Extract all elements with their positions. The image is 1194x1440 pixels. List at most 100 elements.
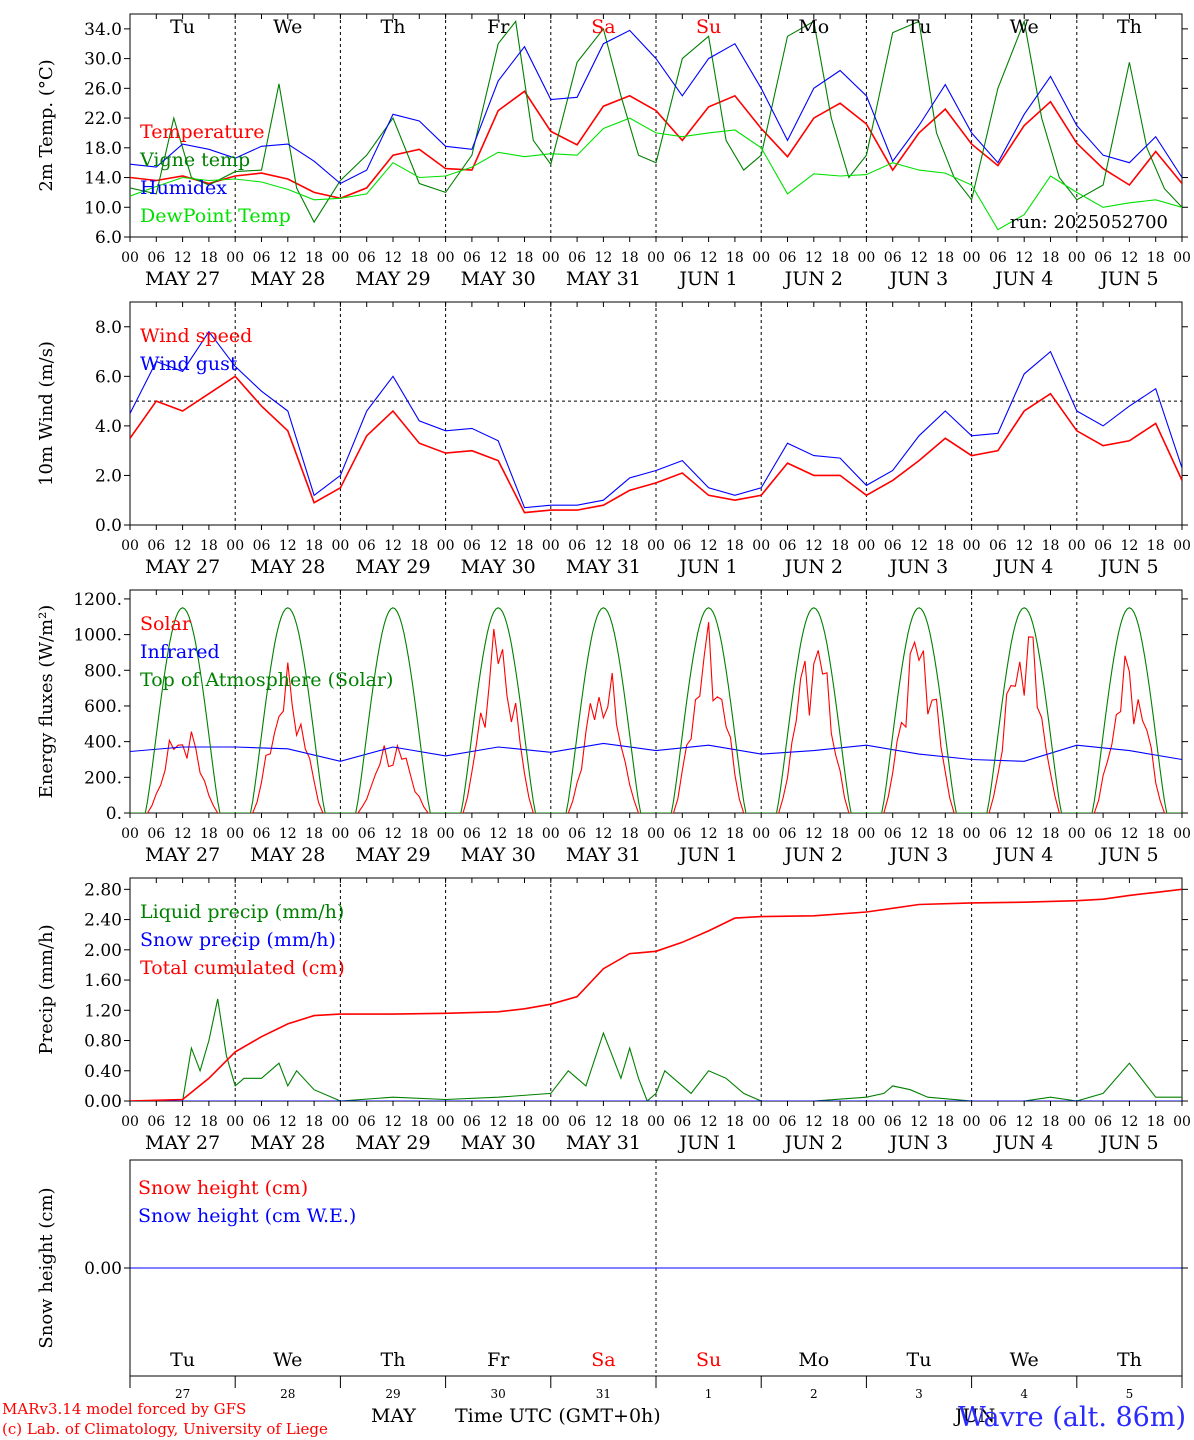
hour-tick-label: 18 bbox=[516, 538, 534, 554]
hour-tick-label: 12 bbox=[489, 826, 507, 842]
weekday-label: Fr bbox=[487, 16, 510, 38]
month-label-jun: JUN bbox=[955, 1405, 996, 1427]
y-tick-label: 6.0 bbox=[95, 367, 122, 387]
hour-tick-label: 06 bbox=[884, 538, 902, 554]
y-axis-label: 10m Wind (m/s) bbox=[36, 341, 57, 486]
hour-tick-label: 12 bbox=[910, 250, 928, 266]
hour-tick-label: 12 bbox=[594, 250, 612, 266]
hour-tick-label: 12 bbox=[700, 250, 718, 266]
hour-tick-label: 06 bbox=[358, 250, 376, 266]
hour-tick-label: 00 bbox=[752, 1114, 770, 1130]
hour-tick-label: 12 bbox=[594, 1114, 612, 1130]
run-label: run: 2025052700 bbox=[1010, 212, 1168, 233]
day-number-label: 2 bbox=[810, 1387, 818, 1401]
legend-entry: Liquid precip (mm/h) bbox=[140, 901, 344, 923]
hour-tick-label: 12 bbox=[489, 538, 507, 554]
date-label: JUN 5 bbox=[1098, 556, 1158, 578]
hour-tick-label: 00 bbox=[1068, 250, 1086, 266]
hour-tick-label: 18 bbox=[621, 250, 639, 266]
hour-tick-label: 00 bbox=[647, 826, 665, 842]
chart-panel-1 bbox=[124, 13, 1188, 242]
date-label: MAY 27 bbox=[145, 556, 220, 578]
hour-tick-label: 12 bbox=[174, 250, 192, 266]
hour-tick-label: 00 bbox=[121, 826, 139, 842]
weekday-label: Th bbox=[381, 16, 406, 38]
hour-tick-label: 00 bbox=[647, 1114, 665, 1130]
hour-tick-label: 00 bbox=[857, 538, 875, 554]
day-number-label: 28 bbox=[280, 1387, 295, 1401]
y-tick-label: 0.40 bbox=[84, 1062, 122, 1082]
hour-tick-label: 06 bbox=[673, 538, 691, 554]
date-label: JUN 2 bbox=[783, 556, 843, 578]
y-tick-label: 2.80 bbox=[84, 880, 122, 900]
hour-tick-label: 18 bbox=[936, 250, 954, 266]
hour-tick-label: 12 bbox=[384, 1114, 402, 1130]
hour-tick-label: 06 bbox=[779, 1114, 797, 1130]
y-tick-label: 1.60 bbox=[84, 971, 122, 991]
date-label: MAY 30 bbox=[461, 556, 536, 578]
hour-tick-label: 18 bbox=[1147, 826, 1165, 842]
series-line-wind-speed bbox=[130, 375, 1182, 514]
hour-tick-label: 00 bbox=[437, 826, 455, 842]
chart-panel-4 bbox=[124, 877, 1188, 1106]
hour-tick-label: 12 bbox=[279, 538, 297, 554]
hour-tick-label: 18 bbox=[1042, 1114, 1060, 1130]
date-label: MAY 31 bbox=[566, 844, 641, 866]
date-label: JUN 4 bbox=[993, 268, 1053, 290]
hour-tick-label: 00 bbox=[963, 826, 981, 842]
date-label: JUN 4 bbox=[993, 1132, 1053, 1154]
weekday-label: Mo bbox=[798, 1349, 829, 1371]
hour-tick-label: 06 bbox=[673, 1114, 691, 1130]
hour-tick-label: 00 bbox=[437, 1114, 455, 1130]
day-number-label: 29 bbox=[385, 1387, 400, 1401]
date-label: JUN 3 bbox=[888, 556, 948, 578]
legend-entry: Wind speed bbox=[140, 325, 252, 347]
hour-tick-label: 12 bbox=[1120, 538, 1138, 554]
date-label: JUN 1 bbox=[677, 556, 737, 578]
date-label: MAY 28 bbox=[250, 556, 325, 578]
legend-entry: Solar bbox=[140, 613, 192, 635]
series-line-liquid-precip-mm-h- bbox=[130, 998, 1182, 1101]
hour-tick-label: 00 bbox=[331, 538, 349, 554]
hour-tick-label: 18 bbox=[1042, 826, 1060, 842]
date-label: JUN 3 bbox=[888, 268, 948, 290]
hour-tick-label: 06 bbox=[673, 250, 691, 266]
weekday-label: Th bbox=[1117, 16, 1142, 38]
y-axis-label: Snow height (cm) bbox=[36, 1187, 57, 1348]
y-axis-label: 2m Temp. (°C) bbox=[36, 59, 57, 191]
hour-tick-label: 18 bbox=[410, 250, 428, 266]
date-label: JUN 3 bbox=[888, 1132, 948, 1154]
weekday-label: Tu bbox=[170, 16, 195, 38]
hour-tick-label: 12 bbox=[174, 1114, 192, 1130]
hour-tick-label: 18 bbox=[516, 250, 534, 266]
hour-tick-label: 06 bbox=[253, 826, 271, 842]
y-tick-label: 4.0 bbox=[95, 417, 122, 437]
y-tick-label: 26.0 bbox=[84, 79, 122, 99]
date-label: MAY 27 bbox=[145, 268, 220, 290]
hour-tick-label: 06 bbox=[1094, 250, 1112, 266]
date-label: JUN 4 bbox=[993, 844, 1053, 866]
hour-tick-label: 00 bbox=[1173, 826, 1191, 842]
hour-tick-label: 12 bbox=[805, 1114, 823, 1130]
hour-tick-label: 12 bbox=[805, 538, 823, 554]
hour-tick-label: 12 bbox=[805, 826, 823, 842]
plot-frame bbox=[129, 589, 1183, 814]
hour-tick-label: 06 bbox=[989, 538, 1007, 554]
hour-tick-label: 06 bbox=[147, 250, 165, 266]
date-label: JUN 5 bbox=[1098, 844, 1158, 866]
hour-tick-label: 00 bbox=[226, 826, 244, 842]
hour-tick-label: 06 bbox=[884, 250, 902, 266]
hour-tick-label: 18 bbox=[410, 1114, 428, 1130]
date-label: MAY 27 bbox=[145, 844, 220, 866]
hour-tick-label: 12 bbox=[805, 250, 823, 266]
hour-tick-label: 18 bbox=[1042, 538, 1060, 554]
hour-tick-label: 00 bbox=[1173, 1114, 1191, 1130]
hour-tick-label: 00 bbox=[1173, 250, 1191, 266]
series-line-infrared bbox=[130, 742, 1182, 762]
chart-panel-5 bbox=[124, 1159, 1188, 1388]
hour-tick-label: 12 bbox=[594, 826, 612, 842]
hour-tick-label: 06 bbox=[568, 1114, 586, 1130]
month-label-may: MAY bbox=[371, 1405, 416, 1427]
hour-tick-label: 18 bbox=[305, 1114, 323, 1130]
